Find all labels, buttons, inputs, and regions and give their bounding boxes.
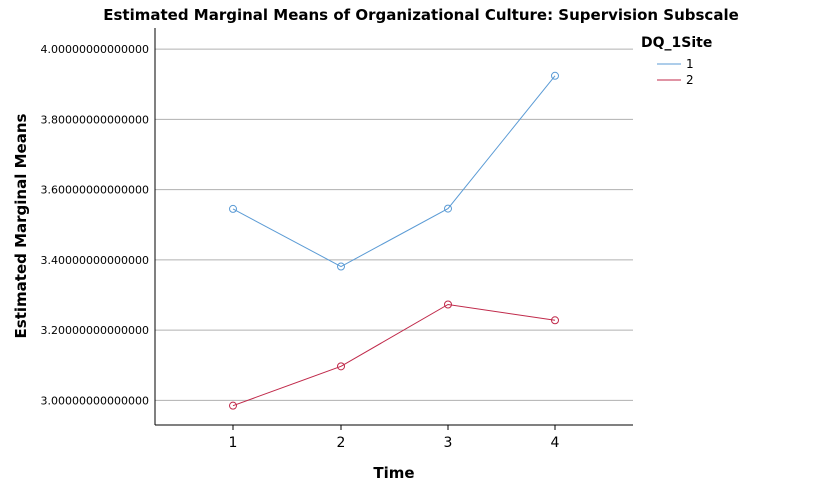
legend: DQ_1Site 1 2 [641, 35, 712, 87]
gridlines [155, 48, 633, 401]
x-tick-label: 3 [444, 435, 453, 451]
data-point-series-1 [229, 204, 237, 213]
y-tick-label: 3.20000000000000 [41, 324, 149, 337]
legend-label-1: 1 [686, 57, 694, 71]
data-point-series-2 [551, 316, 559, 325]
data-point-series-2 [229, 401, 237, 410]
x-axis-label: Time [373, 464, 414, 482]
series-line-2 [232, 303, 556, 407]
data-point-series-1 [551, 71, 559, 80]
y-tick-label: 3.80000000000000 [41, 113, 149, 126]
data-point-series-1 [444, 204, 452, 213]
data-point-series-1 [337, 262, 345, 271]
x-tick-label: 2 [337, 435, 346, 451]
y-axis-label: Estimated Marginal Means [12, 114, 30, 339]
data-point-series-2 [337, 362, 345, 371]
axes [154, 28, 633, 426]
series-group [229, 71, 559, 410]
chart-title: Estimated Marginal Means of Organization… [103, 6, 739, 24]
x-tick-label: 4 [551, 435, 560, 451]
y-tick-label: 3.60000000000000 [41, 184, 149, 197]
series-line-1 [232, 75, 556, 268]
y-tick-label: 3.40000000000000 [41, 254, 149, 267]
x-tick-label: 1 [229, 435, 238, 451]
y-tick-labels: 3.00000000000000 3.20000000000000 3.400000… [41, 43, 149, 407]
y-tick-label: 4.00000000000000 [41, 43, 149, 56]
x-tick-labels: 1 2 3 4 [229, 425, 560, 451]
legend-label-2: 2 [686, 73, 694, 87]
legend-title: DQ_1Site [641, 35, 712, 51]
y-tick-label: 3.00000000000000 [41, 394, 149, 407]
data-point-series-2 [444, 300, 452, 309]
